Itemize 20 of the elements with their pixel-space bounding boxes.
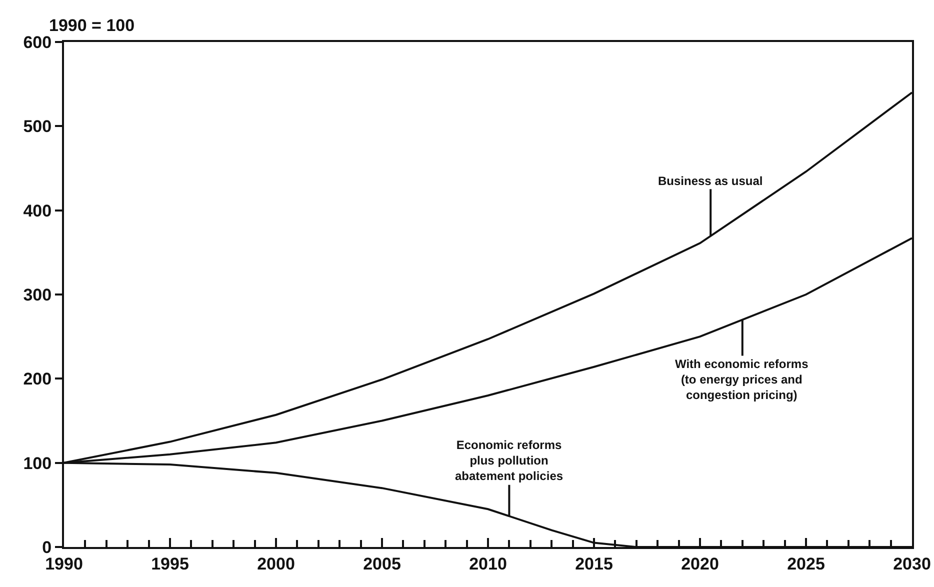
x-tick-label: 2015 bbox=[575, 554, 613, 574]
x-tick-label: 2025 bbox=[787, 554, 825, 574]
annotation: With economic reforms (to energy prices and congestion pricing) bbox=[675, 357, 809, 402]
y-tick-label: 200 bbox=[23, 370, 52, 389]
x-tick-label: 1995 bbox=[151, 554, 189, 574]
annotation: Business as usual bbox=[658, 174, 763, 188]
y-tick-label: 400 bbox=[23, 201, 52, 220]
y-tick-label: 0 bbox=[42, 538, 52, 557]
x-tick-label: 2020 bbox=[681, 554, 719, 574]
y-tick-label: 500 bbox=[23, 117, 52, 136]
x-tick-label: 2010 bbox=[469, 554, 507, 574]
y-tick-label: 300 bbox=[23, 285, 52, 304]
x-tick-label: 2005 bbox=[363, 554, 401, 574]
x-tick-label: 2030 bbox=[893, 554, 931, 574]
y-tick-label: 100 bbox=[23, 454, 52, 473]
y-tick-label: 600 bbox=[23, 32, 52, 52]
annotation: Economic reforms plus pollution abatement policies bbox=[455, 438, 564, 484]
x-tick-label: 2000 bbox=[257, 554, 295, 574]
y-axis-title: 1990 = 100 bbox=[49, 16, 135, 35]
x-tick-label: 1990 bbox=[45, 554, 83, 574]
